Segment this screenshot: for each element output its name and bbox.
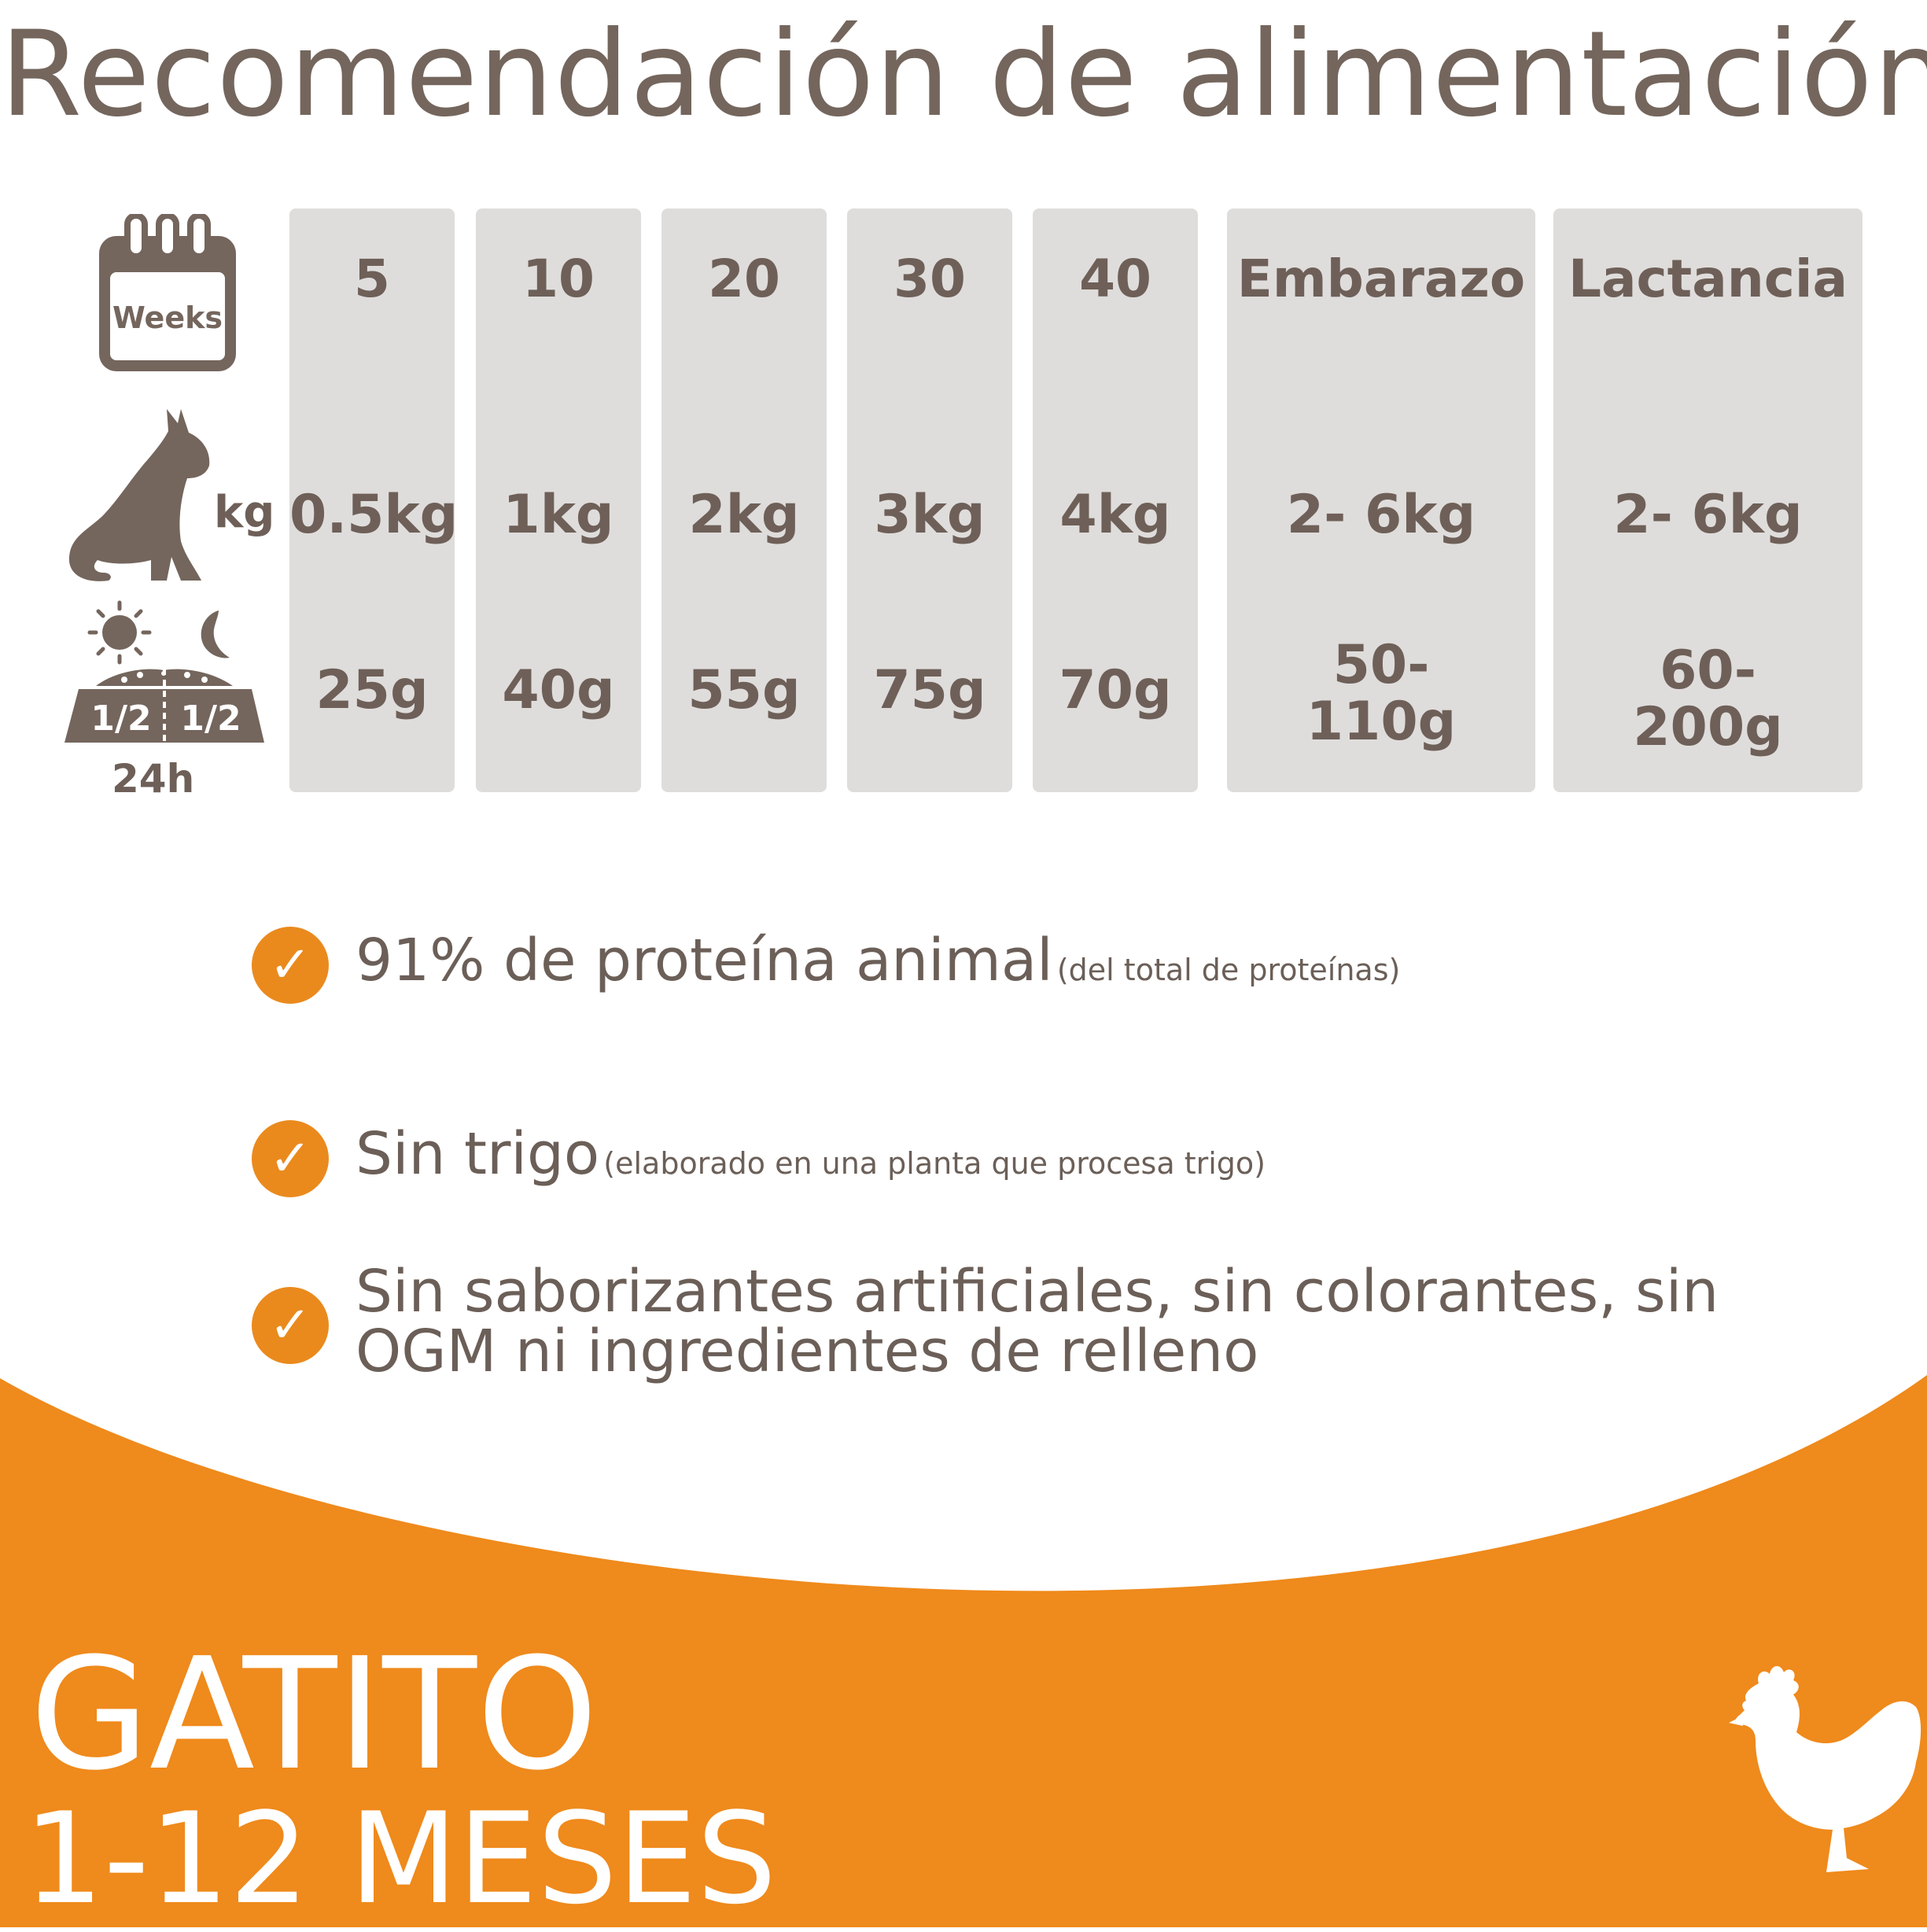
week-value: 40 (1079, 249, 1151, 309)
portion-left-label: 1/2 (90, 699, 151, 739)
feature-main-text: Sin trigo (356, 1120, 600, 1188)
amount-value: 50- 110g (1227, 637, 1535, 750)
cat-icon (68, 409, 210, 581)
table-column-week-5: 5 0.5kg 25g (289, 208, 459, 792)
feature-protein: 91% de proteína animal (del total de pro… (356, 927, 1400, 994)
check-icon: ✓ (252, 927, 329, 1004)
product-name: GATITO (30, 1625, 599, 1805)
weight-value: 2kg (688, 484, 800, 546)
feature-line-2: OGM ni ingredientes de relleno (356, 1318, 1259, 1385)
stage-label: Lactancia (1568, 249, 1848, 309)
amount-line-1: 50- (1332, 634, 1430, 696)
amount-value: 40g (502, 659, 615, 721)
weight-value: 0.5kg (289, 484, 459, 546)
chicken-icon (1729, 1665, 1921, 1872)
food-bowl-icon: 1/2 1/2 (64, 600, 264, 743)
weight-value: 4kg (1059, 484, 1171, 546)
calendar-icon: Weeks (99, 214, 236, 371)
feature-note: (elaborado en una planta que procesa tri… (603, 1146, 1266, 1181)
portion-right-label: 1/2 (180, 699, 241, 739)
feature-no-additives: Sin saborizantes artificiales, sin color… (356, 1262, 1719, 1381)
amount-value: 25g (315, 659, 429, 721)
calendar-label: Weeks (112, 300, 223, 335)
daily-label: 24h (112, 756, 195, 802)
stage-label: Embarazo (1236, 249, 1526, 309)
table-column-pregnancy: Embarazo 2- 6kg 50- 110g (1227, 208, 1535, 792)
feature-line-1: Sin saborizantes artificiales, sin color… (356, 1258, 1719, 1325)
check-icon: ✓ (252, 1120, 329, 1197)
amount-value: 75g (873, 659, 986, 721)
amount-value: 70g (1059, 659, 1172, 721)
weight-value: 3kg (874, 484, 986, 546)
table-column-week-10: 10 1kg 40g (476, 208, 641, 792)
week-value: 5 (354, 249, 390, 309)
amount-value: 60- 200g (1553, 643, 1863, 756)
feature-note: (del total de proteínas) (1056, 953, 1401, 987)
weight-value: 2- 6kg (1286, 484, 1476, 546)
amount-value: 55g (687, 659, 801, 721)
weight-value: 1kg (503, 484, 614, 546)
check-icon: ✓ (252, 1287, 329, 1364)
week-value: 20 (708, 249, 780, 309)
table-column-week-20: 20 2kg 55g (661, 208, 827, 792)
page-title: Recomendación de alimentación (0, 6, 1927, 143)
amount-line-2: 200g (1633, 696, 1783, 758)
week-value: 30 (893, 249, 966, 309)
weight-value: 2- 6kg (1613, 484, 1803, 546)
table-column-lactation: Lactancia 2- 6kg 60- 200g (1553, 208, 1863, 792)
weight-unit-label: kg (214, 487, 275, 538)
feature-no-wheat: Sin trigo (elaborado en una planta que p… (356, 1120, 1266, 1188)
feature-main-text: 91% de proteína animal (356, 927, 1053, 994)
week-value: 10 (522, 249, 595, 309)
table-column-week-40: 40 4kg 70g (1033, 208, 1198, 792)
age-range: 1-12 MESES (24, 1785, 777, 1932)
amount-line-1: 60- (1660, 640, 1756, 702)
table-column-week-30: 30 3kg 75g (847, 208, 1012, 792)
amount-line-2: 110g (1306, 691, 1457, 753)
